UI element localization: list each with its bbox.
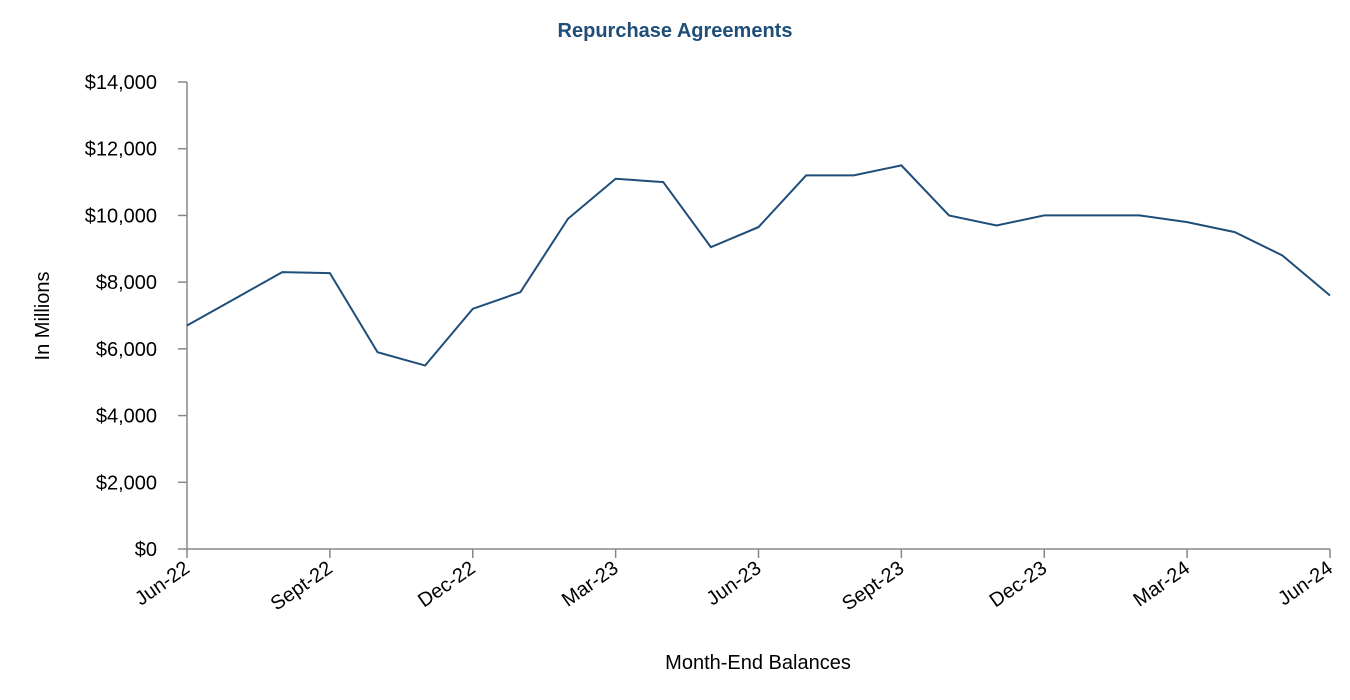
y-tick-label: $12,000	[85, 139, 157, 161]
y-tick-label: $4,000	[96, 406, 157, 428]
line	[186, 164, 1331, 367]
y-tick-label: $8,000	[96, 272, 157, 294]
y-tick-label: $6,000	[96, 339, 157, 361]
x-tick-label: Sept-22	[267, 557, 337, 615]
y-tick-label: $0	[135, 539, 157, 561]
y-tick-label: $10,000	[85, 205, 157, 227]
x-tick-label: Mar-24	[1129, 557, 1194, 611]
x-tick-label: Dec-22	[414, 557, 479, 612]
x-tick-label: Jun-23	[703, 557, 766, 610]
y-tick-label: $2,000	[96, 472, 157, 494]
x-tick-label: Jun-22	[131, 557, 194, 610]
x-tick-label: Sept-23	[838, 557, 908, 615]
chart-title: Repurchase Agreements	[558, 20, 793, 42]
x-tick-label: Dec-23	[986, 557, 1051, 612]
x-axis-title: Month-End Balances	[665, 652, 851, 674]
y-tick-label: $14,000	[85, 72, 157, 94]
y-axis-title: In Millions	[32, 272, 54, 361]
x-tick-label: Mar-23	[558, 557, 623, 611]
x-tick-label: Jun-24	[1274, 557, 1337, 610]
